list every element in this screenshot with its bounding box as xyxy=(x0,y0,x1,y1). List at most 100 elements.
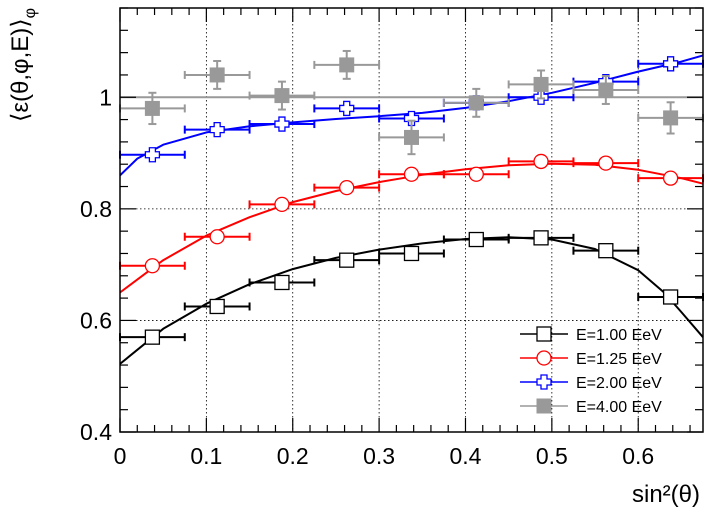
data-point xyxy=(313,49,381,80)
data-point xyxy=(313,100,381,117)
y-tick-label: 0.4 xyxy=(80,419,112,445)
y-tick-label: 1 xyxy=(99,84,112,110)
point-marker xyxy=(662,56,679,72)
data-point xyxy=(119,91,186,126)
x-tick-label: 0.1 xyxy=(190,443,222,469)
legend-item: E=2.00 EeV xyxy=(520,374,662,392)
data-point xyxy=(442,231,510,248)
data-point xyxy=(442,87,510,118)
legend-item: E=1.00 EeV xyxy=(520,326,662,344)
point-marker xyxy=(339,100,355,117)
point-marker xyxy=(144,100,160,116)
point-marker xyxy=(274,196,290,213)
point-marker xyxy=(663,110,679,126)
point-marker xyxy=(209,229,225,245)
point-marker xyxy=(274,274,290,291)
point-marker xyxy=(598,82,614,98)
legend-label: E=1.00 EeV xyxy=(576,327,662,344)
point-marker xyxy=(339,252,355,268)
data-point xyxy=(183,60,251,90)
tick-labels: 0 0.1 0.2 0.3 0.4 0.5 0.6 0.4 0.6 0.8 1 xyxy=(80,84,654,469)
data-point xyxy=(378,110,445,127)
point-marker xyxy=(403,166,420,182)
point-marker xyxy=(403,110,420,127)
x-tick-label: 0 xyxy=(114,443,127,469)
data-point xyxy=(507,230,575,246)
legend-label: E=4.00 EeV xyxy=(576,399,662,416)
grid xyxy=(120,8,703,432)
y-tick-label: 0.8 xyxy=(80,196,112,222)
data-point xyxy=(572,75,640,105)
point-marker xyxy=(339,57,355,73)
legend-swatch-marker xyxy=(536,398,552,414)
legend-swatch-marker xyxy=(536,374,552,390)
point-marker xyxy=(339,179,355,196)
data-point xyxy=(378,245,445,262)
data-point xyxy=(637,289,704,305)
data-point xyxy=(637,170,704,186)
x-tick-label: 0.6 xyxy=(622,443,654,469)
point-marker xyxy=(533,153,549,170)
x-tick-label: 0.3 xyxy=(363,443,395,469)
legend-item: E=1.25 EeV xyxy=(520,350,662,368)
point-marker xyxy=(404,129,419,145)
data-points xyxy=(119,49,704,345)
fit-curves xyxy=(119,54,704,365)
data-point xyxy=(248,196,316,213)
fit-curve-1 xyxy=(119,162,704,294)
y-axis-label-subscript: φ xyxy=(22,8,39,18)
point-marker xyxy=(533,76,549,92)
point-marker xyxy=(403,245,420,262)
point-marker xyxy=(144,329,161,345)
point-marker xyxy=(209,121,225,138)
fit-curve-2 xyxy=(119,54,704,177)
data-point xyxy=(313,252,381,268)
data-point xyxy=(119,258,186,274)
data-point xyxy=(572,155,640,171)
legend-label: E=1.25 EeV xyxy=(576,351,662,368)
legend-label: E=2.00 EeV xyxy=(576,375,662,392)
point-marker xyxy=(598,243,614,259)
data-point xyxy=(378,166,445,182)
x-tick-label: 0.5 xyxy=(536,443,568,469)
data-point xyxy=(248,274,316,291)
point-marker xyxy=(662,289,679,305)
data-point xyxy=(507,153,575,170)
point-marker xyxy=(468,231,484,248)
data-point xyxy=(637,101,704,135)
data-point xyxy=(248,116,316,132)
y-axis-label-main: ⟨ε(θ,φ,E)⟩ xyxy=(7,18,34,122)
plot-frame xyxy=(119,7,704,433)
data-point xyxy=(183,298,251,315)
x-tick-label: 0.4 xyxy=(449,443,481,469)
data-point xyxy=(183,229,251,245)
point-marker xyxy=(209,67,225,83)
data-point xyxy=(507,69,575,100)
point-marker xyxy=(209,298,225,315)
data-point xyxy=(119,329,186,345)
y-tick-label: 0.6 xyxy=(80,307,112,333)
data-point xyxy=(572,243,640,259)
data-point xyxy=(442,166,510,182)
point-marker xyxy=(533,230,549,246)
legend-item: E=4.00 EeV xyxy=(520,398,662,416)
data-point xyxy=(183,121,251,138)
point-marker xyxy=(598,155,614,171)
axis-ticks xyxy=(119,7,703,433)
point-marker xyxy=(144,258,161,274)
point-marker xyxy=(144,147,161,163)
point-marker xyxy=(274,116,290,132)
data-point xyxy=(248,80,316,111)
data-point xyxy=(378,119,445,156)
legend-swatch-marker xyxy=(536,326,552,342)
data-point xyxy=(119,147,186,163)
legend: E=1.00 EeV E=1.25 EeV E=2.00 EeV E=4.00 EeV xyxy=(520,326,662,416)
point-marker xyxy=(468,95,484,111)
point-marker xyxy=(468,166,484,182)
x-tick-label: 0.2 xyxy=(277,443,309,469)
point-marker xyxy=(274,88,290,104)
y-axis-label: ⟨ε(θ,φ,E)⟩φ xyxy=(7,8,39,122)
point-marker xyxy=(662,170,679,186)
legend-swatch-marker xyxy=(536,350,552,366)
